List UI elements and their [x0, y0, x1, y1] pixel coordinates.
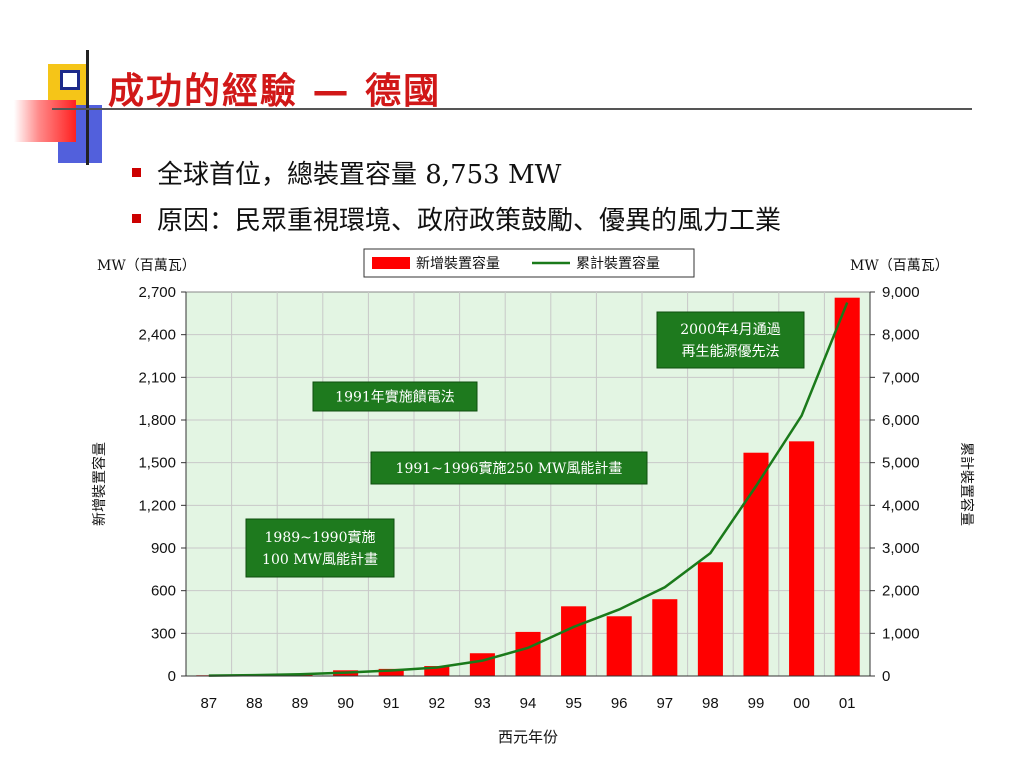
bullet-item: 全球首位，總裝置容量 8,753 MW [132, 154, 561, 191]
annotation-text: 100 MW風能計畫 [262, 552, 378, 568]
y-tick-label-right: 8,000 [882, 327, 920, 344]
annotation-box [370, 451, 648, 485]
x-tick-label: 95 [565, 695, 582, 712]
x-tick-label: 98 [702, 695, 719, 712]
legend-swatch-bar [372, 257, 410, 269]
x-tick-label: 87 [200, 695, 217, 712]
bar-new-capacity [743, 452, 769, 676]
legend-label-bar: 新增裝置容量 [416, 255, 500, 272]
x-tick-label: 93 [474, 695, 491, 712]
y-tick-label-left: 900 [151, 540, 176, 557]
legend-label-line: 累計裝置容量 [576, 255, 660, 272]
y-tick-label-right: 1,000 [882, 625, 920, 642]
annotation-text: 1991~1996實施250 MW風能計畫 [396, 460, 623, 477]
bullet-text: 原因：民眾重視環境、政府政策鼓勵、優異的風力工業 [157, 206, 782, 236]
deco-red-block [14, 100, 76, 142]
x-tick-label: 91 [383, 695, 400, 712]
x-tick-label: 97 [656, 695, 673, 712]
y-tick-label-left: 2,400 [138, 327, 176, 344]
checkbox-icon [60, 70, 80, 90]
x-tick-label: 92 [428, 695, 445, 712]
bar-new-capacity [469, 653, 495, 676]
y-tick-label-left: 1,500 [138, 455, 176, 472]
y-tick-label-right: 4,000 [882, 497, 920, 514]
bullet-text: 全球首位，總裝置容量 8,753 MW [157, 160, 562, 190]
unit-label-right: MW（百萬瓦） [850, 258, 949, 274]
y-tick-label-right: 3,000 [882, 540, 920, 557]
annotation-box [656, 311, 805, 369]
y-tick-label-left: 1,200 [138, 497, 176, 514]
x-tick-label: 94 [520, 695, 537, 712]
x-tick-label: 01 [839, 695, 856, 712]
bar-new-capacity [834, 297, 860, 676]
y-tick-label-left: 1,800 [138, 412, 176, 429]
y-tick-label-left: 300 [151, 625, 176, 642]
y-tick-label-right: 0 [882, 668, 890, 685]
bar-new-capacity [561, 606, 587, 676]
line-cumulative-capacity [208, 302, 849, 677]
x-tick-label: 00 [793, 695, 810, 712]
unit-label-left: MW（百萬瓦） [97, 258, 196, 274]
annotation-text: 1991年實施饋電法 [335, 389, 455, 406]
x-tick-label: 90 [337, 695, 354, 712]
y-tick-label-left: 2,100 [138, 369, 176, 386]
annotation-box [245, 518, 395, 578]
y-tick-label-left: 600 [151, 583, 176, 600]
bullet-item: 原因：民眾重視環境、政府政策鼓勵、優異的風力工業 [132, 200, 781, 237]
y-tick-label-right: 6,000 [882, 412, 920, 429]
annotation-text: 1989~1990實施 [265, 529, 376, 546]
y-axis-title-right: 累計裝置容量 [958, 442, 975, 526]
y-tick-label-right: 9,000 [882, 284, 920, 301]
y-tick-label-left: 2,700 [138, 284, 176, 301]
y-tick-label-left: 0 [168, 668, 176, 685]
annotation-text: 再生能源優先法 [682, 344, 780, 360]
annotation-box [312, 381, 478, 412]
annotation-text: 2000年4月通過 [680, 322, 781, 338]
x-tick-label: 96 [611, 695, 628, 712]
y-tick-label-right: 5,000 [882, 455, 920, 472]
y-tick-label-right: 2,000 [882, 583, 920, 600]
y-tick-label-right: 7,000 [882, 369, 920, 386]
bar-new-capacity [697, 562, 723, 676]
deco-horizontal-line [52, 108, 972, 110]
legend-box [363, 248, 695, 278]
x-axis-title: 西元年份 [498, 728, 558, 746]
bullet-square-icon [132, 213, 141, 223]
bullet-square-icon [132, 167, 141, 177]
bar-new-capacity [652, 599, 678, 676]
bar-new-capacity [606, 616, 632, 676]
x-tick-label: 99 [748, 695, 765, 712]
deco-vertical-line [86, 50, 89, 165]
y-axis-title-left: 新增裝置容量 [91, 442, 108, 526]
bar-new-capacity [789, 441, 815, 676]
bar-new-capacity [378, 668, 404, 676]
x-tick-label: 88 [246, 695, 263, 712]
page-title: 成功的經驗 — 德國 [108, 71, 442, 112]
bar-new-capacity [424, 666, 450, 676]
x-tick-label: 89 [292, 695, 309, 712]
bar-new-capacity [515, 631, 541, 676]
